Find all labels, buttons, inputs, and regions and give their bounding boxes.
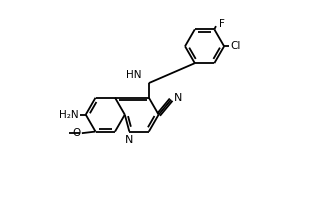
Text: F: F [218, 19, 224, 29]
Text: N: N [124, 135, 133, 145]
Text: H₂N: H₂N [59, 110, 78, 120]
Text: N: N [174, 93, 182, 103]
Text: Cl: Cl [231, 41, 241, 51]
Text: O: O [72, 128, 80, 138]
Text: HN: HN [126, 71, 142, 81]
